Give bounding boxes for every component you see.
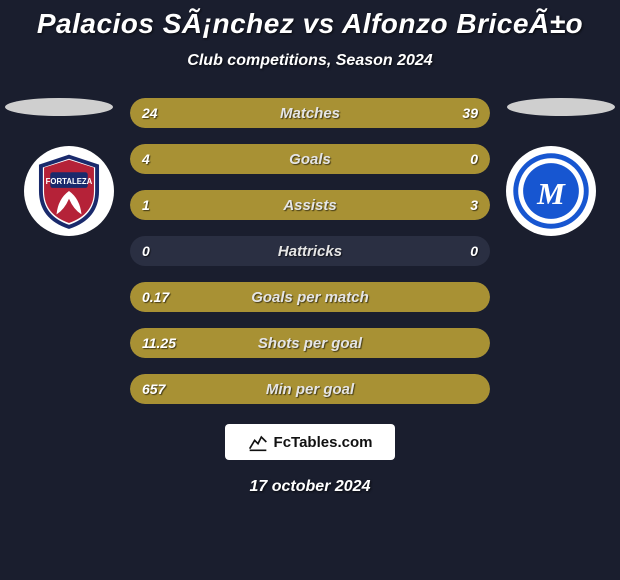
player-shadow-left (5, 98, 113, 116)
comparison-title: Palacios SÃ¡nchez vs Alfonzo BriceÃ±o (0, 0, 620, 40)
fortaleza-crest-icon: FORTALEZA (30, 152, 108, 230)
stat-label: Shots per goal (130, 328, 490, 358)
stat-row: Assists1 3 (130, 190, 490, 220)
comparison-body: FORTALEZA M Matches24 39 Goals4 0 Assists1 3 H… (0, 98, 620, 496)
stat-value-left: 657 (142, 374, 165, 404)
stat-row: Goals per match0.17 (130, 282, 490, 312)
stat-value-left: 0 (142, 236, 150, 266)
stat-value-right: 39 (462, 98, 478, 128)
club-badge-left: FORTALEZA (24, 146, 114, 236)
footer-date: 17 october 2024 (0, 478, 620, 496)
stat-label: Matches (130, 98, 490, 128)
stat-label: Min per goal (130, 374, 490, 404)
stat-row: Hattricks0 0 (130, 236, 490, 266)
svg-text:FORTALEZA: FORTALEZA (46, 177, 93, 186)
stat-label: Hattricks (130, 236, 490, 266)
stat-row: Goals4 0 (130, 144, 490, 174)
stat-value-left: 24 (142, 98, 158, 128)
millonarios-crest-icon: M (510, 150, 592, 232)
club-badge-right: M (506, 146, 596, 236)
stat-value-right: 0 (470, 144, 478, 174)
stat-row: Min per goal657 (130, 374, 490, 404)
stat-bars: Matches2439Goals40Assists13Hattricks00Go… (130, 98, 490, 404)
stat-label: Goals (130, 144, 490, 174)
stat-row: Matches24 39 (130, 98, 490, 128)
stat-value-right: 0 (470, 236, 478, 266)
player-shadow-right (507, 98, 615, 116)
stat-row: Shots per goal11.25 (130, 328, 490, 358)
stat-value-left: 0.17 (142, 282, 169, 312)
comparison-subtitle: Club competitions, Season 2024 (0, 52, 620, 70)
footer-logo-text: FcTables.com (274, 434, 373, 451)
stat-value-left: 11.25 (142, 328, 176, 358)
chart-line-icon (248, 432, 268, 452)
svg-text:M: M (536, 176, 566, 211)
stat-value-left: 1 (142, 190, 150, 220)
stat-value-left: 4 (142, 144, 150, 174)
stat-label: Assists (130, 190, 490, 220)
stat-label: Goals per match (130, 282, 490, 312)
stat-value-right: 3 (470, 190, 478, 220)
footer-logo: FcTables.com (225, 424, 395, 460)
